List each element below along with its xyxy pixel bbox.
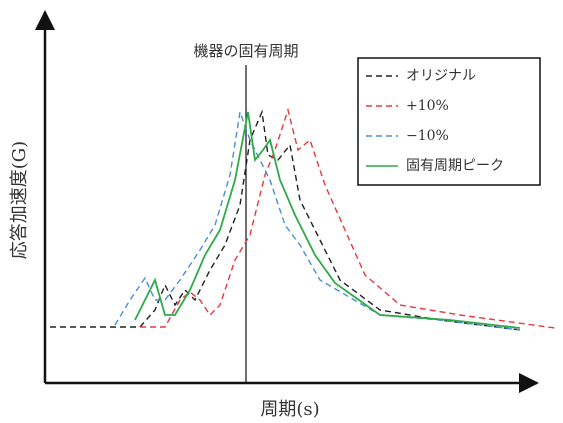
legend-label: +10%	[406, 98, 449, 114]
series-line	[114, 111, 521, 331]
legend-box	[357, 57, 541, 186]
series-line	[140, 107, 556, 329]
x-axis-label: 周期(s)	[260, 399, 319, 420]
series-line	[134, 111, 521, 329]
legend-label: 固有周期ピーク	[406, 158, 504, 174]
annotation-label: 機器の固有周期	[193, 42, 298, 60]
y-axis-label: 応答加速度(G)	[9, 141, 30, 259]
legend-label: −10%	[406, 128, 449, 144]
legend-label: オリジナル	[406, 68, 476, 84]
